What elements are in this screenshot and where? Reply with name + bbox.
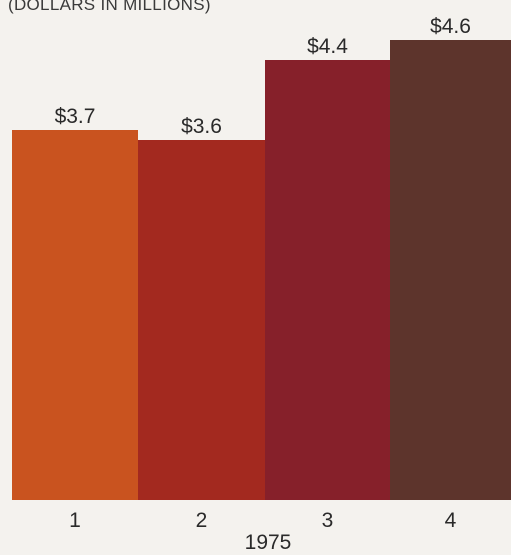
unit-label: (DOLLARS IN MILLIONS)	[8, 0, 211, 14]
x-axis-label: 1975	[245, 531, 292, 554]
x-tick-label-2: 2	[196, 509, 208, 532]
bar-4	[390, 40, 511, 500]
bar-1	[12, 130, 138, 500]
value-label-2: $3.6	[181, 115, 222, 138]
bar-2	[138, 140, 265, 500]
value-labels-layer: $3.7 $3.6 $4.4 $4.6	[55, 15, 471, 138]
value-label-3: $4.4	[307, 35, 348, 58]
x-tick-label-4: 4	[445, 509, 457, 532]
value-label-4: $4.6	[430, 15, 471, 38]
bar-3	[265, 60, 390, 500]
bars-layer	[12, 40, 511, 500]
x-tick-labels-layer: 1 2 3 4	[69, 509, 457, 532]
x-tick-label-3: 3	[322, 509, 334, 532]
value-label-1: $3.7	[55, 105, 96, 128]
x-tick-label-1: 1	[69, 509, 81, 532]
